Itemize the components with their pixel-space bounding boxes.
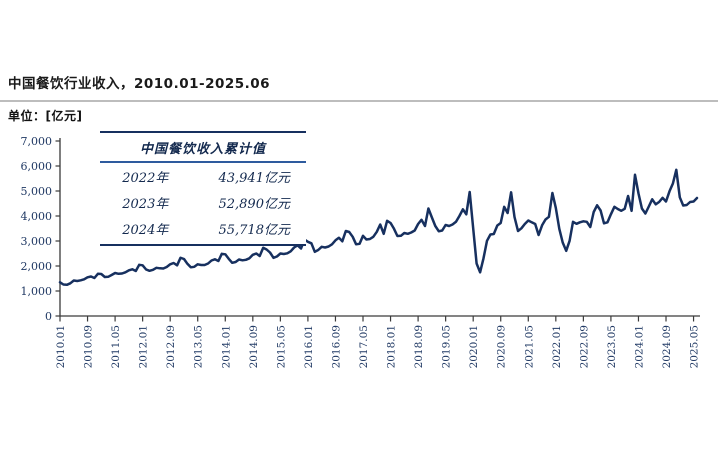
table-value-cell: 55,718亿元 <box>218 222 290 238</box>
table-title: 中国餐饮收入累计值 <box>100 133 306 163</box>
unit-label: 单位：[亿元] <box>8 109 83 123</box>
x-tick-label: 2016.01 <box>303 325 315 368</box>
x-tick-label: 2010.09 <box>83 325 95 368</box>
x-tick-label: 2014.01 <box>220 325 232 368</box>
y-tick-label: 1,000 <box>21 285 53 298</box>
x-tick-label: 2018.01 <box>386 325 398 368</box>
y-tick-label: 7,000 <box>21 135 53 148</box>
x-tick-label: 2014.09 <box>248 325 260 368</box>
table-year-cell: 2024年 <box>122 222 169 238</box>
table-row: 2024年 55,718亿元 <box>100 215 306 244</box>
x-tick-label: 2020.09 <box>496 325 508 368</box>
table-row: 2022年 43,941亿元 <box>100 163 306 189</box>
x-tick-label: 2012.01 <box>138 325 150 368</box>
x-tick-label: 2011.05 <box>110 325 122 368</box>
table-row: 2023年 52,890亿元 <box>100 189 306 215</box>
table-value-cell: 52,890亿元 <box>218 196 290 212</box>
x-tick-label: 2018.09 <box>413 325 425 368</box>
x-tick-label: 2019.05 <box>441 325 453 368</box>
x-tick-label: 2022.09 <box>578 325 590 368</box>
x-tick-label: 2010.01 <box>55 325 67 368</box>
x-tick-label: 2013.05 <box>193 325 205 368</box>
y-tick-label: 5,000 <box>21 185 53 198</box>
x-tick-label: 2025.05 <box>689 325 701 368</box>
y-tick-label: 4,000 <box>21 210 53 223</box>
table-year-cell: 2022年 <box>122 170 169 186</box>
y-tick-label: 2,000 <box>21 260 53 273</box>
x-tick-label: 2020.01 <box>468 325 480 368</box>
x-tick-label: 2022.01 <box>551 325 563 368</box>
x-tick-label: 2016.09 <box>330 325 342 368</box>
y-tick-label: 0 <box>45 310 52 323</box>
x-tick-label: 2024.01 <box>633 325 645 368</box>
x-tick-label: 2023.05 <box>606 325 618 368</box>
table-year-cell: 2023年 <box>122 196 169 212</box>
x-tick-label: 2017.05 <box>358 325 370 368</box>
x-tick-label: 2021.05 <box>523 325 535 368</box>
x-tick-label: 2015.05 <box>275 325 287 368</box>
title-divider <box>0 100 718 102</box>
x-tick-label: 2024.09 <box>661 325 673 368</box>
table-value-cell: 43,941亿元 <box>218 170 290 186</box>
y-tick-label: 3,000 <box>21 235 53 248</box>
y-tick-label: 6,000 <box>21 160 53 173</box>
page-title: 中国餐饮行业收入，2010.01-2025.06 <box>8 76 271 92</box>
cumulative-value-table: 中国餐饮收入累计值 2022年 43,941亿元 2023年 52,890亿元 … <box>100 131 306 246</box>
x-tick-label: 2012.09 <box>165 325 177 368</box>
revenue-line-series <box>58 168 699 287</box>
